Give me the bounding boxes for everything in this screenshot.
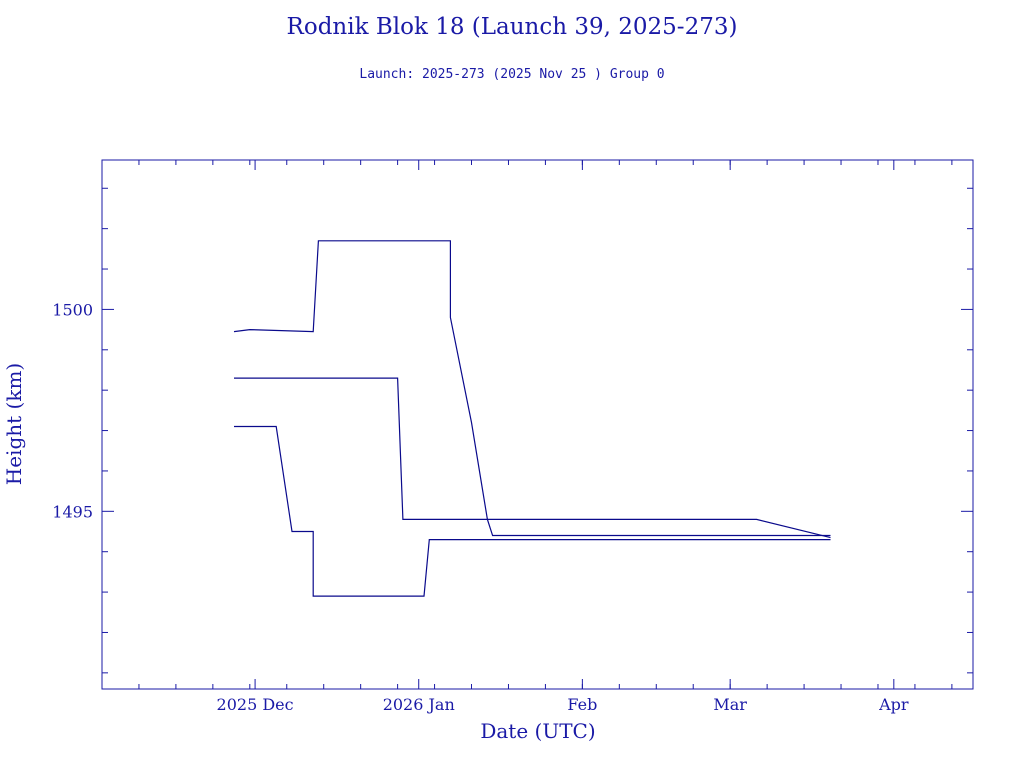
y-tick-label: 1495 [52, 502, 93, 521]
series-line-1 [233, 240, 831, 539]
x-tick-label: Feb [567, 695, 597, 714]
x-tick-label: 2026 Jan [383, 695, 455, 714]
plot-frame [101, 159, 974, 690]
series-line-2 [234, 377, 831, 537]
y-tick-label: 1500 [52, 300, 93, 319]
y-axis-label: Height (km) [2, 363, 26, 485]
x-tick-label: 2025 Dec [217, 695, 294, 714]
axis-ticks [101, 160, 973, 689]
x-tick-label: Apr [878, 695, 909, 714]
series-lines [233, 240, 831, 597]
chart-title: Rodnik Blok 18 (Launch 39, 2025-273) [286, 14, 738, 40]
series-line-3 [234, 425, 831, 597]
x-tick-label: Mar [713, 695, 747, 714]
chart-subtitle: Launch: 2025-273 (2025 Nov 25 ) Group 0 [359, 67, 665, 82]
tick-labels: 2025 Dec 2026 Jan Feb Mar Apr 1500 1495 [52, 300, 909, 714]
x-axis-label: Date (UTC) [480, 719, 595, 743]
